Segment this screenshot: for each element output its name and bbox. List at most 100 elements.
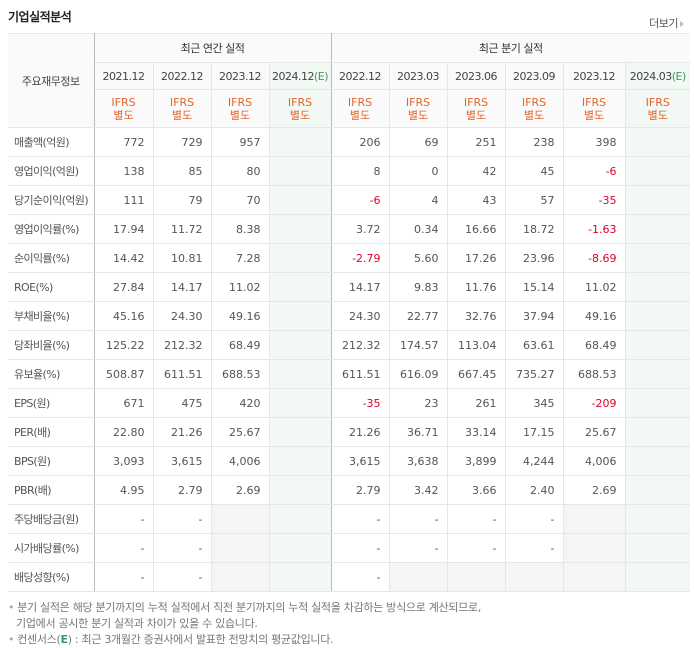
row-label: EPS(원) bbox=[8, 388, 95, 418]
row-label: 순이익률(%) bbox=[8, 243, 95, 273]
value-cell bbox=[446, 562, 506, 592]
value-cell: 206 bbox=[330, 127, 390, 157]
value-cell bbox=[624, 330, 691, 360]
value-cell bbox=[624, 562, 691, 592]
value-cell: 22.77 bbox=[388, 301, 448, 331]
value-cell: 2.79 bbox=[330, 475, 390, 505]
value-cell: 420 bbox=[210, 388, 270, 418]
period-header: 2024.03(E) bbox=[624, 62, 691, 90]
value-cell bbox=[624, 475, 691, 505]
value-cell: -35 bbox=[330, 388, 390, 418]
value-cell bbox=[624, 504, 691, 534]
row-label: 영업이익(억원) bbox=[8, 156, 95, 186]
value-cell: 3,638 bbox=[388, 446, 448, 476]
table-row: ROE(%) 27.84 14.17 11.02 14.17 9.83 11.76 15.14… bbox=[8, 272, 691, 302]
value-cell: 251 bbox=[446, 127, 506, 157]
row-label: 당기순이익(억원) bbox=[8, 185, 95, 215]
ifrs-label: IFRS 별도 bbox=[446, 89, 506, 128]
note-1-cont: 기업에서 공시한 분기 실적과 차이가 있을 수 있습니다. bbox=[16, 617, 258, 630]
value-cell: 36.71 bbox=[388, 417, 448, 447]
value-cell bbox=[504, 562, 564, 592]
footnotes: • 분기 실적은 해당 분기까지의 누적 실적에서 직전 분기까지의 누적 실적을… bbox=[8, 600, 481, 648]
table-row: 당기순이익(억원) 111 79 70 -6 4 43 57 -35 bbox=[8, 185, 691, 215]
value-cell: -8.69 bbox=[562, 243, 626, 273]
value-cell: - bbox=[388, 504, 448, 534]
value-cell bbox=[268, 475, 332, 505]
row-label: PBR(배) bbox=[8, 475, 95, 505]
row-label: ROE(%) bbox=[8, 272, 95, 302]
value-cell: 70 bbox=[210, 185, 270, 215]
value-cell: 16.66 bbox=[446, 214, 506, 244]
value-cell: 0 bbox=[388, 156, 448, 186]
value-cell bbox=[624, 243, 691, 273]
arrow-right-icon bbox=[680, 21, 684, 27]
value-cell: 10.81 bbox=[152, 243, 212, 273]
table-row: 당좌비율(%) 125.22 212.32 68.49 212.32 174.57 113.… bbox=[8, 330, 691, 360]
value-cell: 11.02 bbox=[210, 272, 270, 302]
section-title: 기업실적분석 bbox=[8, 10, 72, 24]
value-cell: 17.15 bbox=[504, 417, 564, 447]
value-cell: 11.02 bbox=[562, 272, 626, 302]
ifrs-label: IFRS 별도 bbox=[504, 89, 564, 128]
value-cell bbox=[268, 388, 332, 418]
value-cell bbox=[268, 533, 332, 563]
more-link[interactable]: 더보기 bbox=[649, 15, 684, 31]
period-header: 2023.12 bbox=[210, 62, 270, 90]
value-cell: - bbox=[446, 533, 506, 563]
value-cell: 49.16 bbox=[562, 301, 626, 331]
period-header: 2024.12(E) bbox=[268, 62, 332, 90]
value-cell: 23.96 bbox=[504, 243, 564, 273]
table-row: 영업이익률(%) 17.94 11.72 8.38 3.72 0.34 16.66 18.72… bbox=[8, 214, 691, 244]
value-cell bbox=[562, 533, 626, 563]
value-cell bbox=[210, 533, 270, 563]
value-cell bbox=[268, 127, 332, 157]
value-cell: 63.61 bbox=[504, 330, 564, 360]
ifrs-label: IFRS 별도 bbox=[268, 89, 332, 128]
value-cell: - bbox=[330, 504, 390, 534]
value-cell: 11.76 bbox=[446, 272, 506, 302]
value-cell: 688.53 bbox=[562, 359, 626, 389]
value-cell: 21.26 bbox=[152, 417, 212, 447]
value-cell: 398 bbox=[562, 127, 626, 157]
value-cell: 3,899 bbox=[446, 446, 506, 476]
row-label: 유보율(%) bbox=[8, 359, 95, 389]
value-cell bbox=[624, 301, 691, 331]
value-cell: 68.49 bbox=[210, 330, 270, 360]
value-cell: -6 bbox=[330, 185, 390, 215]
value-cell bbox=[268, 301, 332, 331]
value-cell: 345 bbox=[504, 388, 564, 418]
ifrs-label: IFRS 별도 bbox=[562, 89, 626, 128]
row-label: 부채비율(%) bbox=[8, 301, 95, 331]
value-cell: -2.79 bbox=[330, 243, 390, 273]
value-cell: 212.32 bbox=[152, 330, 212, 360]
value-cell: 14.42 bbox=[93, 243, 154, 273]
value-cell bbox=[268, 214, 332, 244]
value-cell bbox=[562, 504, 626, 534]
value-cell bbox=[268, 504, 332, 534]
period-header: 2023.03 bbox=[388, 62, 448, 90]
value-cell: 24.30 bbox=[330, 301, 390, 331]
value-cell: - bbox=[504, 504, 564, 534]
row-label: 주당배당금(원) bbox=[8, 504, 95, 534]
value-cell: 68.49 bbox=[562, 330, 626, 360]
value-cell: 667.45 bbox=[446, 359, 506, 389]
value-cell: 174.57 bbox=[388, 330, 448, 360]
ifrs-label: IFRS 별도 bbox=[624, 89, 691, 128]
value-cell bbox=[624, 214, 691, 244]
value-cell: 4,006 bbox=[210, 446, 270, 476]
value-cell: 42 bbox=[446, 156, 506, 186]
value-cell bbox=[624, 272, 691, 302]
value-cell: - bbox=[152, 562, 212, 592]
annual-group-header: 최근 연간 실적 bbox=[93, 33, 332, 63]
period-header: 2023.09 bbox=[504, 62, 564, 90]
row-label: 영업이익률(%) bbox=[8, 214, 95, 244]
value-cell: 238 bbox=[504, 127, 564, 157]
value-cell: 15.14 bbox=[504, 272, 564, 302]
value-cell: -209 bbox=[562, 388, 626, 418]
period-header: 2021.12 bbox=[93, 62, 154, 90]
value-cell: - bbox=[504, 533, 564, 563]
value-cell: 69 bbox=[388, 127, 448, 157]
value-cell: 17.94 bbox=[93, 214, 154, 244]
value-cell: 80 bbox=[210, 156, 270, 186]
value-cell: 3,093 bbox=[93, 446, 154, 476]
